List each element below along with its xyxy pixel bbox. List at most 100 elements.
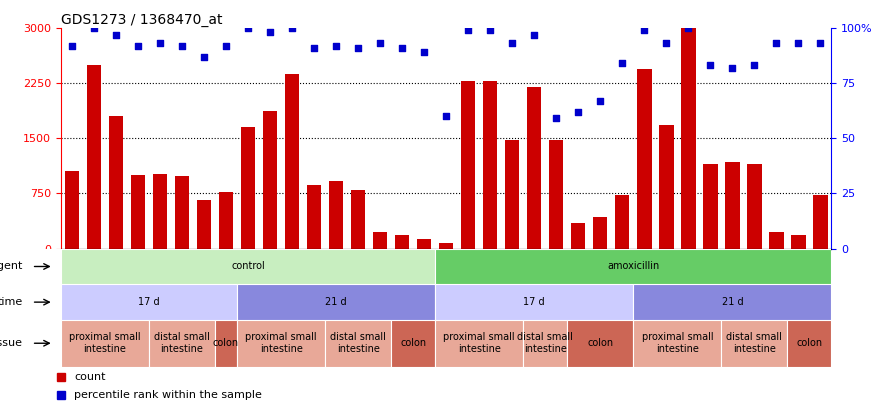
Bar [241, 127, 255, 249]
Bar [770, 232, 784, 249]
Bar [435, 320, 523, 367]
Bar [681, 28, 695, 249]
Text: distal small
intestine: distal small intestine [154, 333, 210, 354]
Bar [285, 74, 299, 249]
Bar [65, 171, 79, 249]
Text: 17 d: 17 d [523, 297, 545, 307]
Bar [659, 125, 674, 249]
Text: proximal small
intestine: proximal small intestine [246, 333, 317, 354]
Point [505, 40, 520, 47]
Bar [307, 185, 322, 249]
Bar [219, 192, 233, 249]
Bar [505, 140, 520, 249]
Point [461, 27, 476, 33]
Bar [523, 320, 567, 367]
Text: colon: colon [401, 338, 426, 348]
Point [175, 43, 189, 49]
Bar [461, 81, 476, 249]
Bar [703, 164, 718, 249]
Bar [747, 164, 762, 249]
Bar [549, 140, 564, 249]
Point [373, 40, 387, 47]
Point [263, 29, 277, 36]
Bar [197, 200, 211, 249]
Point [483, 27, 497, 33]
Bar [637, 69, 651, 249]
Point [616, 60, 630, 66]
Bar [395, 235, 409, 249]
Text: agent: agent [0, 262, 23, 271]
Text: distal small
intestine: distal small intestine [517, 333, 573, 354]
Bar [571, 223, 585, 249]
Text: count: count [74, 372, 106, 382]
Point [351, 45, 366, 51]
Bar [567, 320, 633, 367]
Point [725, 64, 739, 71]
Bar [329, 181, 343, 249]
Point [241, 25, 255, 31]
Point [417, 49, 431, 55]
Bar [633, 320, 721, 367]
Point [131, 43, 145, 49]
Bar [237, 320, 325, 367]
Point [395, 45, 409, 51]
Bar [215, 320, 237, 367]
Bar [721, 320, 788, 367]
Text: distal small
intestine: distal small intestine [331, 333, 386, 354]
Bar [149, 320, 215, 367]
Point [219, 43, 233, 49]
Bar [725, 162, 739, 249]
Bar [325, 320, 392, 367]
Text: 17 d: 17 d [138, 297, 159, 307]
Bar [527, 87, 541, 249]
Point [637, 27, 651, 33]
Bar [108, 116, 123, 249]
Point [571, 109, 585, 115]
Text: distal small
intestine: distal small intestine [727, 333, 782, 354]
Bar [87, 65, 101, 249]
Point [814, 40, 828, 47]
Bar [237, 284, 435, 320]
Bar [263, 111, 277, 249]
Bar [435, 249, 831, 284]
Bar [439, 243, 453, 249]
Point [527, 31, 541, 38]
Bar [483, 81, 497, 249]
Point [329, 43, 343, 49]
Point [703, 62, 718, 69]
Point [747, 62, 762, 69]
Point [197, 53, 211, 60]
Text: control: control [231, 262, 265, 271]
Point [659, 40, 674, 47]
Bar [633, 284, 831, 320]
Point [108, 31, 123, 38]
Point [439, 113, 453, 119]
Bar [373, 232, 387, 249]
Text: 21 d: 21 d [721, 297, 743, 307]
Point [549, 115, 564, 122]
Bar [791, 235, 806, 249]
Text: percentile rank within the sample: percentile rank within the sample [74, 390, 263, 401]
Bar [593, 217, 607, 249]
Text: GDS1273 / 1368470_at: GDS1273 / 1368470_at [61, 13, 222, 27]
Text: time: time [0, 297, 23, 307]
Text: colon: colon [587, 338, 614, 348]
Bar [616, 195, 630, 249]
Bar [153, 174, 168, 249]
Text: colon: colon [797, 338, 823, 348]
Text: proximal small
intestine: proximal small intestine [444, 333, 515, 354]
Point [87, 25, 101, 31]
Text: colon: colon [213, 338, 239, 348]
Bar [417, 239, 431, 249]
Bar [814, 195, 828, 249]
Bar [61, 320, 149, 367]
Bar [392, 320, 435, 367]
Bar [788, 320, 831, 367]
Text: proximal small
intestine: proximal small intestine [642, 333, 713, 354]
Bar [131, 175, 145, 249]
Point [65, 43, 79, 49]
Point [681, 25, 695, 31]
Point [791, 40, 806, 47]
Text: amoxicillin: amoxicillin [607, 262, 659, 271]
Bar [435, 284, 633, 320]
